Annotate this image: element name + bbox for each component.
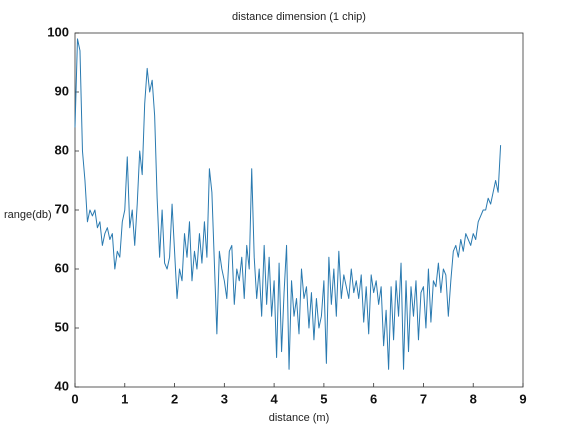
x-tick-label: 4: [270, 391, 278, 406]
y-tick-label: 100: [47, 24, 69, 39]
x-tick-label: 6: [370, 391, 377, 406]
chart-title: distance dimension (1 chip): [232, 11, 366, 23]
x-tick-label: 9: [519, 391, 526, 406]
y-tick-label: 80: [55, 142, 69, 157]
y-tick-label: 60: [55, 260, 69, 275]
x-tick-label: 8: [470, 391, 477, 406]
y-tick-label: 70: [55, 201, 69, 216]
y-tick-label: 50: [55, 319, 69, 334]
x-tick-label: 1: [121, 391, 128, 406]
y-tick-label: 90: [55, 83, 69, 98]
y-tick-label: 40: [55, 378, 69, 393]
x-tick-label: 7: [420, 391, 427, 406]
x-tick-label: 5: [320, 391, 327, 406]
x-axis-label: distance (m): [269, 412, 330, 424]
data-line: [74, 38, 502, 370]
x-tick-label: 3: [221, 391, 228, 406]
y-axis-label: range(db): [4, 209, 52, 221]
x-tick-label: 0: [71, 391, 78, 406]
x-tick-label: 2: [171, 391, 178, 406]
